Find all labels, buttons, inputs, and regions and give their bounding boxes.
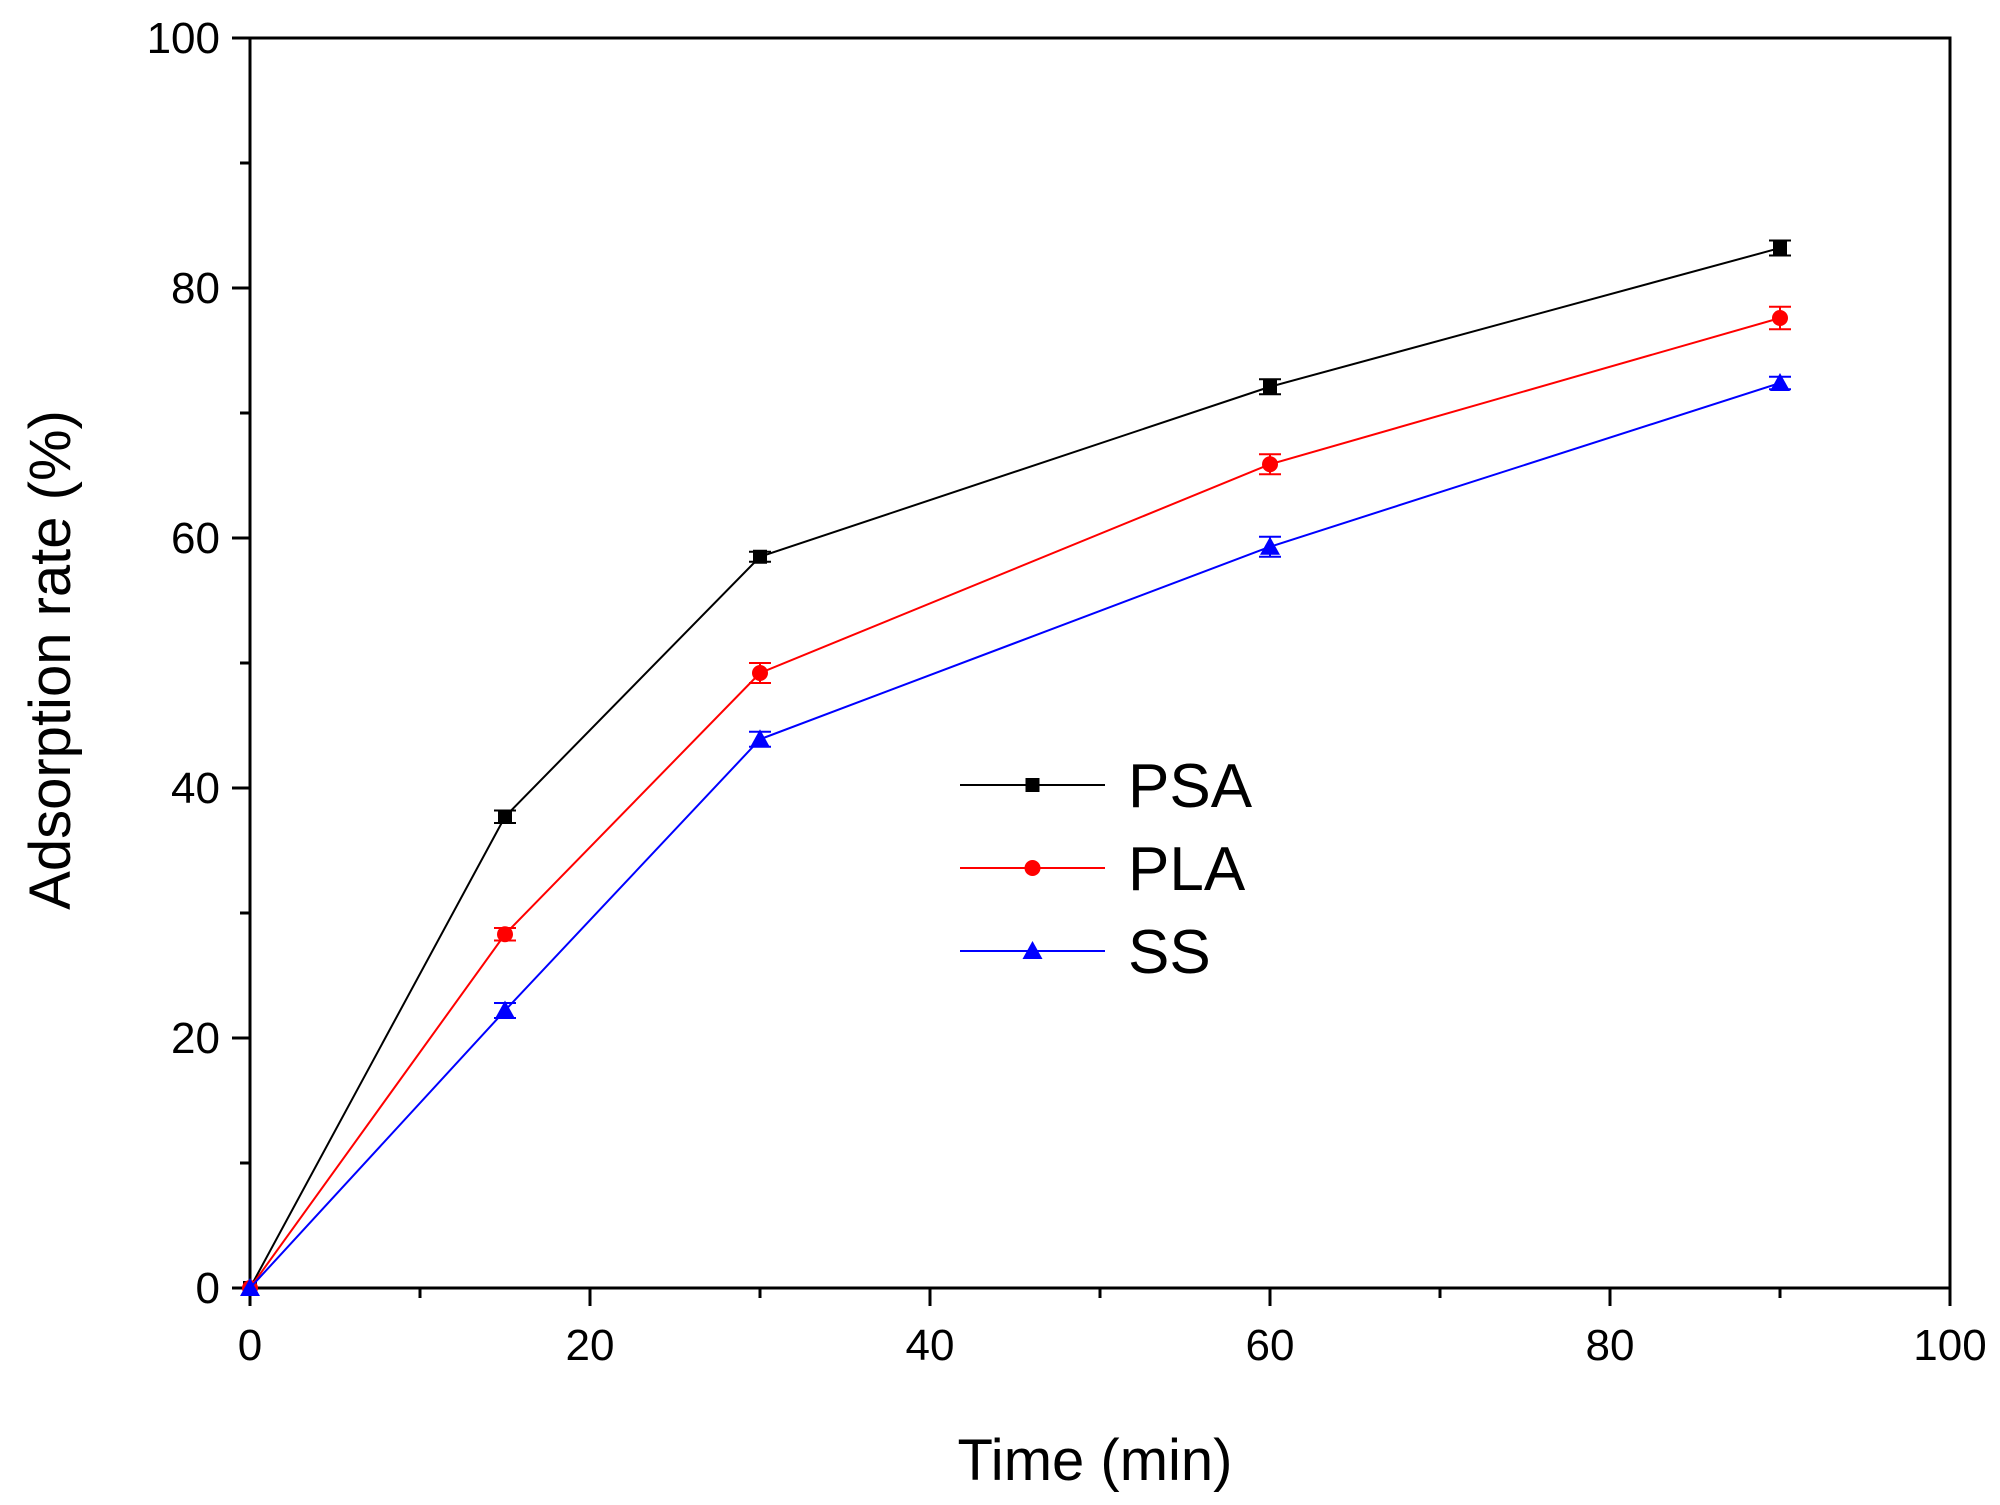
data-point-ss xyxy=(750,729,770,748)
x-tick-label: 80 xyxy=(1586,1321,1635,1370)
data-point-psa xyxy=(498,809,512,824)
data-point-pla xyxy=(1262,456,1278,473)
plot-frame xyxy=(248,36,1952,1290)
x-tick-label: 0 xyxy=(238,1321,262,1370)
series-line-pla xyxy=(249,317,1781,1289)
y-tick-label: 60 xyxy=(171,514,220,563)
legend-label-psa: PSA xyxy=(1128,752,1253,821)
legend-label-ss: SS xyxy=(1128,918,1211,987)
legend-label-pla: PLA xyxy=(1128,835,1246,904)
data-point-ss xyxy=(495,1000,515,1019)
series-line-psa xyxy=(249,247,1781,1289)
y-axis-title: Adsorption rate (%) xyxy=(18,410,83,910)
y-tick-label: 0 xyxy=(196,1264,220,1313)
data-point-pla xyxy=(1772,310,1788,326)
data-point-psa xyxy=(1773,241,1787,255)
series-layer xyxy=(240,239,1791,1296)
legend-marker-ss xyxy=(1022,941,1043,959)
data-point-psa xyxy=(1263,379,1277,394)
legend: PSA PLA SS xyxy=(960,752,1253,987)
x-axis-title: Time (min) xyxy=(958,1428,1233,1493)
legend-marker-psa xyxy=(1025,778,1040,792)
data-point-pla xyxy=(752,665,768,681)
y-tick-label: 100 xyxy=(147,14,220,63)
y-tick-label: 80 xyxy=(171,264,220,313)
series-line-ss xyxy=(249,382,1781,1289)
series-ss xyxy=(240,373,1791,1296)
data-point-ss xyxy=(1770,373,1790,391)
axes: 0 20 40 60 80 100 0 20 40 60 80 100 xyxy=(147,14,1987,1370)
x-tick-label: 20 xyxy=(566,1321,615,1370)
data-point-ss xyxy=(240,1278,260,1296)
legend-marker-pla xyxy=(1024,860,1041,876)
data-point-pla xyxy=(497,926,513,943)
x-tick-label: 100 xyxy=(1913,1321,1986,1370)
series-psa xyxy=(243,239,1791,1295)
x-tick-label: 60 xyxy=(1246,1321,1295,1370)
y-tick-label: 40 xyxy=(171,764,220,813)
series-pla xyxy=(242,305,1791,1296)
data-point-psa xyxy=(753,549,767,564)
y-tick-label: 20 xyxy=(171,1014,220,1063)
x-tick-label: 40 xyxy=(906,1321,955,1370)
data-point-ss xyxy=(1260,536,1280,555)
